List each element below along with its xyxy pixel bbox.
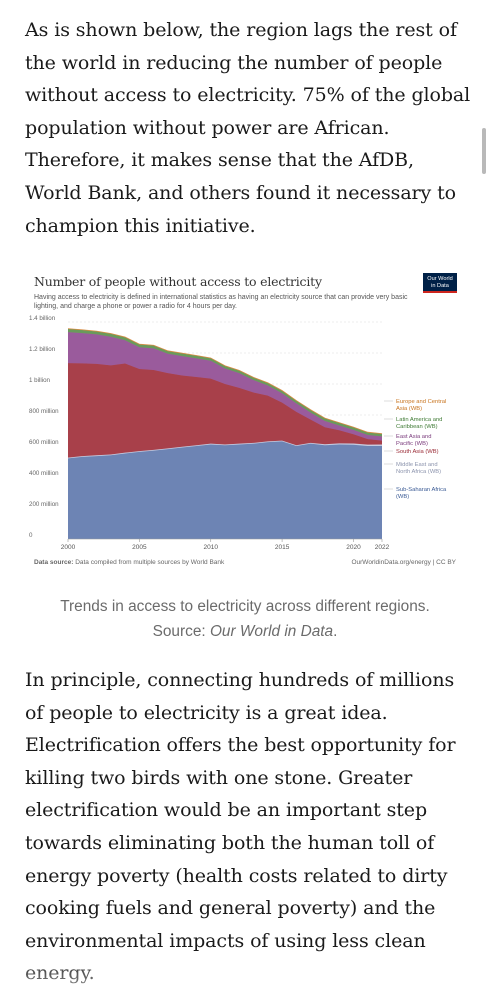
- y-tick-label: 1.4 billion: [29, 315, 56, 322]
- area-series-edge-1: [67, 440, 383, 459]
- legend-label-line2: Pacific (WB): [396, 441, 428, 447]
- owid-logo-line2: in Data: [431, 282, 449, 289]
- chart-license[interactable]: OurWorldinData.org/energy | CC BY: [351, 559, 456, 566]
- legend-label-line1: Sub-Saharan Africa: [396, 487, 447, 493]
- area-series-3: [68, 332, 382, 441]
- y-tick-label: 600 million: [29, 439, 59, 446]
- caption-end: .: [333, 623, 338, 640]
- legend-label-line1: Latin America and: [396, 417, 442, 423]
- article-paragraph-1: As is shown below, the region lags the r…: [25, 19, 471, 237]
- legend-label-line2: (WB): [396, 494, 409, 500]
- x-tick-label: 2000: [61, 544, 76, 551]
- y-tick-label: 200 million: [29, 501, 59, 508]
- chart-plot-svg: 0 200 million 400 million 600 million 800 mi…: [29, 315, 447, 551]
- chart-title: Number of people without access to elect…: [34, 274, 322, 289]
- scrollbar-thumb[interactable]: [482, 128, 486, 174]
- owid-logo[interactable]: Our World in Data: [423, 273, 457, 293]
- owid-logo-line1: Our World: [427, 276, 453, 282]
- area-series-0: [68, 441, 382, 539]
- area-series-2: [68, 363, 382, 458]
- y-tick-label: 1.2 billion: [29, 346, 56, 353]
- chart-data-source: Data source: Data compiled from multiple…: [34, 559, 224, 566]
- x-tick-label: 2022: [375, 544, 390, 551]
- legend-label-line1: Europe and Central: [396, 399, 446, 405]
- x-tick-label: 2010: [203, 544, 218, 551]
- legend-label-line1: South Asia (WB): [396, 449, 439, 455]
- chart-source-label: Data source:: [34, 559, 74, 566]
- chart-source-text: Data compiled from multiple sources by W…: [75, 559, 225, 566]
- y-tick-label: 400 million: [29, 470, 59, 477]
- area-series-edge-5: [67, 328, 383, 434]
- legend-label-line2: Caribbean (WB): [396, 424, 438, 430]
- legend-label-line1: Middle East and: [396, 462, 438, 468]
- x-tick-label: 2005: [132, 544, 147, 551]
- y-tick-label: 800 million: [29, 408, 59, 415]
- figure-caption: Trends in access to electricity across d…: [40, 594, 450, 644]
- x-tick-label: 2020: [346, 544, 361, 551]
- y-tick-label: 1 billion: [29, 377, 51, 384]
- electricity-access-chart: 0 200 million 400 million 600 million 800 mi…: [26, 266, 470, 578]
- legend-label-line2: North Africa (WB): [396, 469, 441, 475]
- article-paragraph-2: In principle, connecting hundreds of mil…: [25, 669, 456, 985]
- caption-text: Trends in access to electricity across d…: [60, 598, 430, 640]
- legend-label-line1: East Asia and: [396, 434, 431, 440]
- caption-source-link[interactable]: Our World in Data: [209, 623, 334, 640]
- chart-subtitle: Having access to electricity is defined …: [34, 294, 408, 310]
- x-tick-label: 2015: [275, 544, 290, 551]
- legend-label-line2: Asia (WB): [396, 406, 422, 412]
- y-tick-label: 0: [29, 532, 33, 539]
